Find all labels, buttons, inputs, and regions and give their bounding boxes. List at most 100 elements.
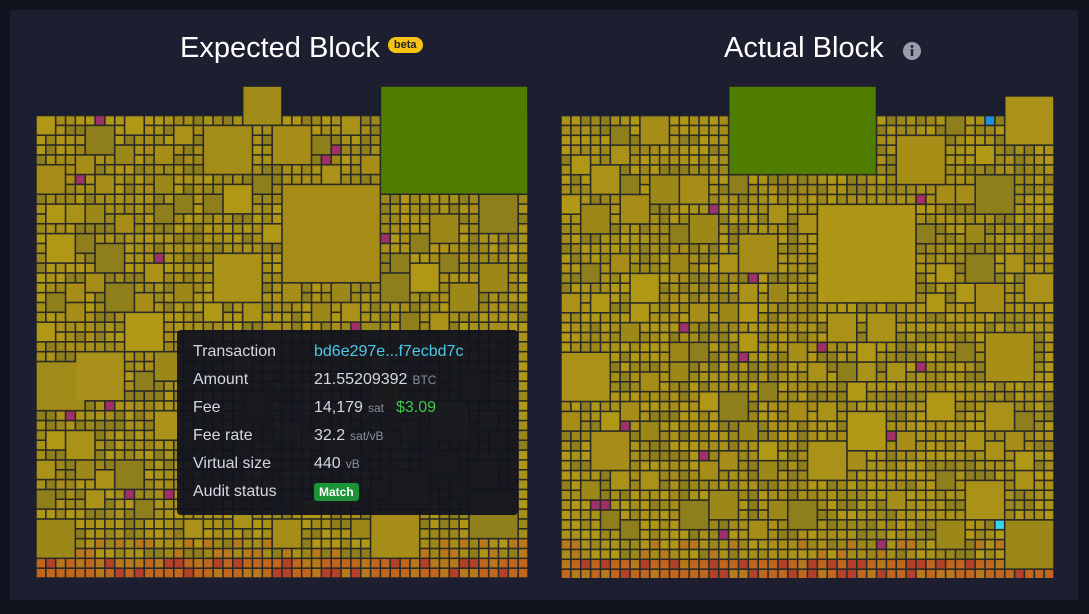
tile — [650, 313, 659, 322]
tile — [739, 205, 748, 214]
tile — [1015, 491, 1024, 500]
tile — [650, 323, 659, 332]
tile — [709, 372, 718, 381]
tile — [56, 283, 65, 292]
tile — [699, 441, 709, 451]
tile — [581, 530, 590, 539]
tile — [650, 244, 659, 253]
tile — [709, 343, 718, 352]
tile — [272, 303, 282, 312]
tile — [571, 550, 580, 559]
tile — [115, 126, 124, 135]
tile — [410, 293, 419, 302]
info-icon[interactable] — [902, 41, 922, 61]
tile — [788, 333, 797, 342]
tile — [450, 529, 459, 538]
tile — [867, 550, 876, 559]
tile — [95, 549, 105, 558]
tile — [936, 451, 945, 460]
tile — [145, 460, 154, 469]
tile — [739, 274, 748, 283]
tile — [95, 313, 105, 322]
tile — [571, 520, 580, 529]
tile — [371, 126, 380, 135]
tile — [46, 411, 55, 420]
tile — [86, 401, 95, 410]
tile — [164, 234, 173, 243]
tile — [601, 313, 610, 322]
tile — [620, 244, 630, 253]
tile — [926, 471, 935, 480]
tile — [282, 303, 292, 312]
tile — [680, 461, 689, 470]
tile — [263, 145, 272, 155]
tile — [768, 323, 778, 332]
tile — [1025, 303, 1034, 312]
tile — [115, 441, 124, 450]
tile — [620, 274, 630, 283]
tile — [680, 431, 689, 441]
tile — [798, 362, 807, 372]
tile — [391, 204, 400, 214]
tile — [699, 165, 709, 174]
tile — [1025, 392, 1034, 401]
tile — [36, 165, 65, 194]
tile — [272, 204, 282, 214]
tile — [739, 234, 778, 273]
tile — [459, 519, 469, 528]
tile — [985, 382, 995, 391]
tile — [430, 244, 439, 253]
tile — [680, 569, 689, 578]
tile — [778, 323, 787, 332]
tile — [125, 372, 134, 381]
tile — [788, 343, 807, 362]
tile — [263, 519, 272, 528]
tile — [808, 481, 817, 490]
tile — [778, 441, 787, 451]
tile — [916, 313, 926, 322]
tile — [897, 530, 906, 539]
tile — [956, 461, 965, 470]
tile — [995, 214, 1004, 224]
tile — [630, 116, 640, 125]
tile — [966, 254, 995, 283]
tile — [759, 412, 768, 421]
tile — [946, 323, 955, 332]
tile — [818, 422, 827, 431]
tile — [620, 313, 630, 322]
tile — [1005, 234, 1014, 243]
tile — [272, 175, 282, 184]
tile — [581, 293, 590, 303]
tile — [709, 155, 718, 165]
tile — [601, 343, 610, 352]
tile — [204, 126, 252, 174]
tile — [1015, 224, 1024, 234]
tile — [601, 136, 610, 145]
tile — [332, 539, 341, 548]
tile — [956, 333, 965, 342]
tile — [808, 392, 817, 401]
tile — [956, 274, 965, 283]
tile — [808, 185, 817, 194]
tile — [56, 342, 65, 351]
tile — [164, 450, 173, 460]
tile — [808, 234, 817, 243]
tile — [145, 441, 154, 450]
tile — [66, 352, 75, 361]
tile — [76, 559, 85, 568]
tile — [479, 244, 488, 253]
tile — [371, 559, 380, 568]
tile — [611, 382, 620, 391]
tile — [86, 175, 95, 184]
tile — [440, 568, 449, 578]
tile — [709, 530, 718, 539]
tile — [1044, 441, 1054, 451]
tile — [591, 520, 600, 529]
tile — [581, 500, 590, 510]
tile — [906, 510, 916, 520]
tile — [660, 510, 669, 520]
txid-link[interactable]: bd6e297e...f7ecbd7c — [314, 343, 464, 360]
tile — [916, 461, 926, 470]
tile — [689, 491, 699, 500]
tile — [749, 451, 758, 460]
